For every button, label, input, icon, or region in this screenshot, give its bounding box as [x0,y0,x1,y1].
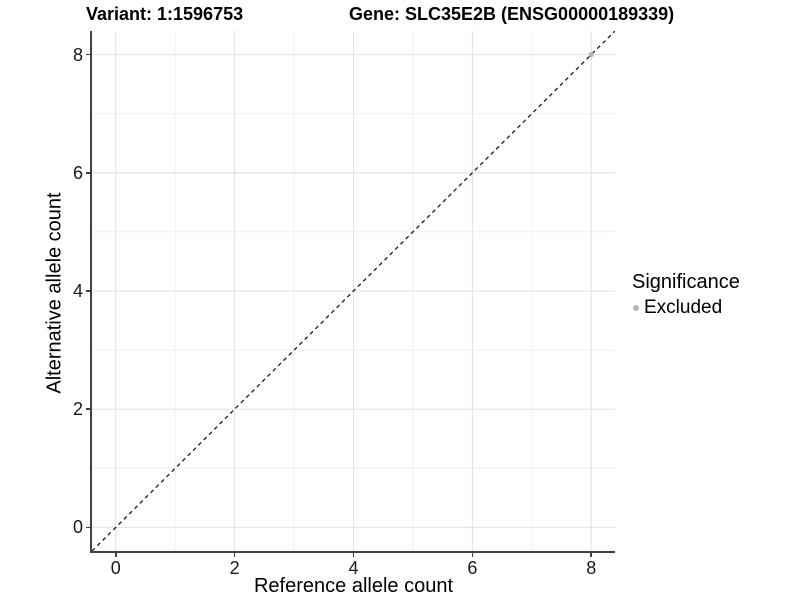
x-tick-mark [352,553,355,557]
x-tick-label: 8 [586,558,597,578]
x-tick-mark [590,553,592,557]
legend-items: Excluded [632,297,797,319]
y-tick-mark [86,408,90,410]
x-tick-mark [233,553,236,557]
y-tick-label: 0 [72,517,83,538]
x-tick-label: 2 [229,558,240,578]
x-tick-mark [471,553,474,557]
variant-title: Variant: 1:1596753 [86,4,244,24]
legend: Significance Excluded [632,270,797,319]
data-point-excluded [588,52,594,58]
y-tick-label: 4 [72,281,83,301]
y-tick-mark [86,526,90,529]
y-tick-mark [86,53,90,56]
legend-item-label: Excluded [644,297,723,318]
identity-reference-line [92,31,615,551]
legend-point-icon [633,305,639,311]
y-axis-title: Alternative allele count [43,192,66,394]
x-tick-label: 0 [110,558,121,578]
x-tick-label: 6 [467,558,478,578]
y-tick-mark [86,172,90,174]
x-axis-title: Reference allele count [253,575,453,597]
x-tick-mark [115,553,117,557]
y-tick-label: 2 [72,399,83,420]
gene-title: Gene: SLC35E2B (ENSG00000189339) [349,4,675,24]
plot-panel [92,31,615,551]
x-axis-line [90,551,615,553]
y-tick-mark [86,290,90,292]
y-tick-label: 6 [72,162,83,183]
legend-title: Significance [632,271,740,293]
legend-item-excluded: Excluded [632,297,797,319]
y-tick-label: 8 [72,44,83,65]
panel-canvas [92,31,615,551]
x-tick-label: 4 [348,558,359,578]
y-axis-line [90,31,92,553]
